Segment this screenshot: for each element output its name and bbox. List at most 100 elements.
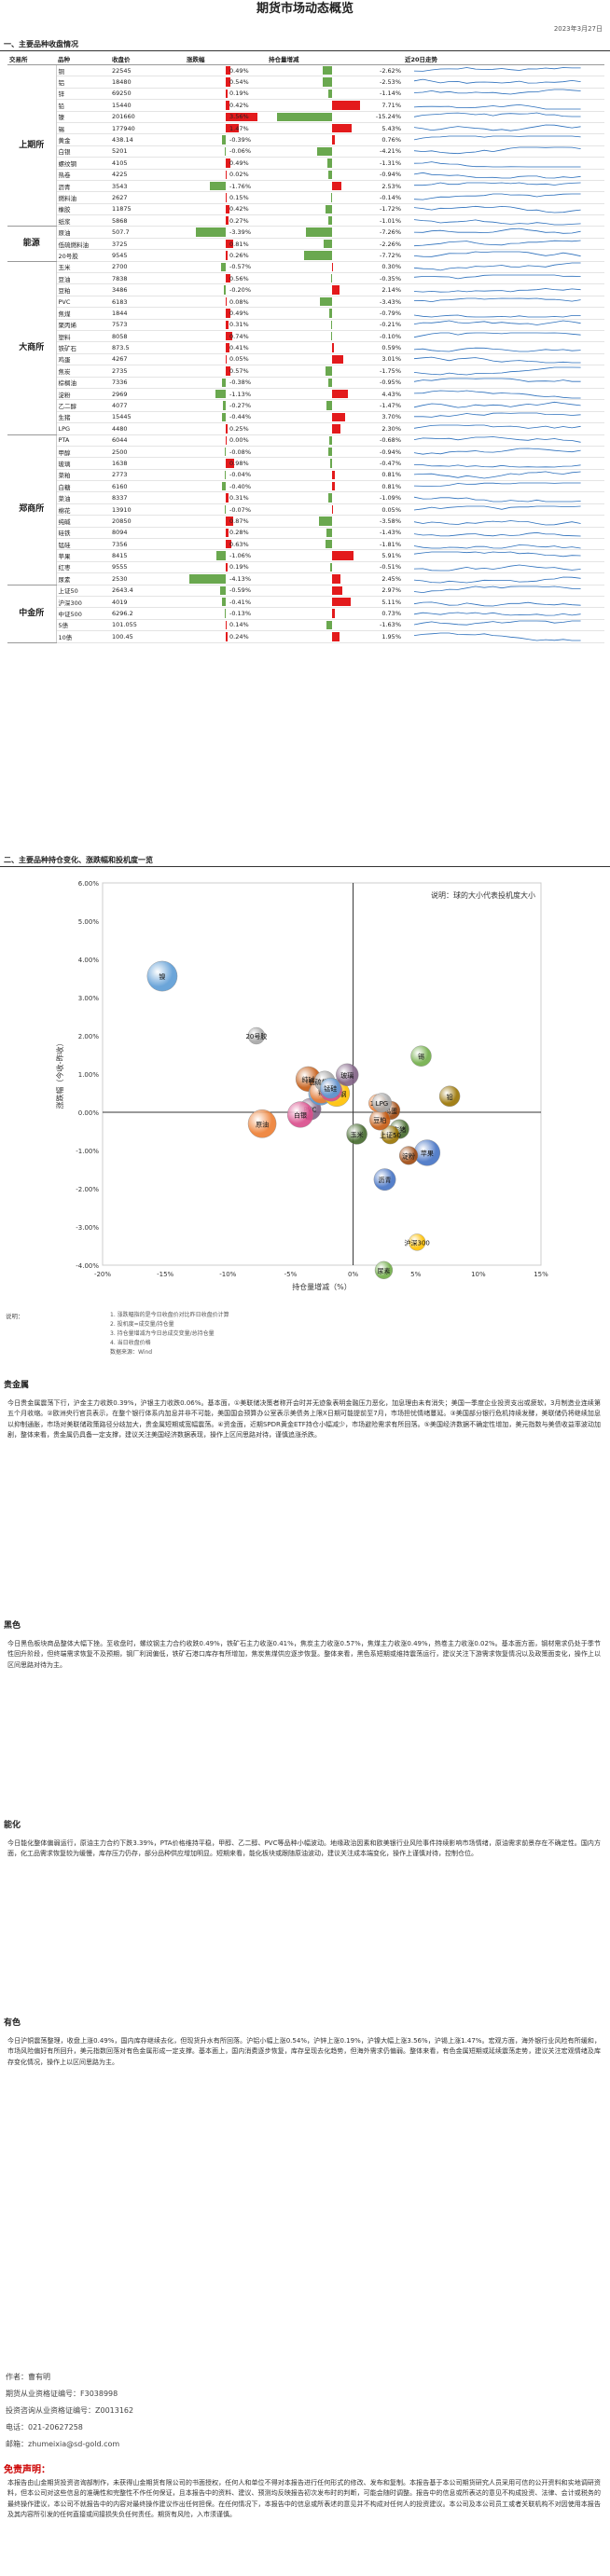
sparkline [413, 297, 581, 302]
pct-value: 0.24% [229, 632, 249, 641]
pct-value: 0.98% [229, 459, 249, 467]
oi-bar [332, 585, 343, 595]
pct-change: -1.06% [185, 549, 267, 562]
oi-change: -7.72% [367, 249, 403, 262]
pct-change: 0.19% [185, 88, 267, 101]
exchange-label: 大商所 [7, 261, 57, 435]
data-point [247, 1026, 266, 1045]
trend-cell [403, 180, 604, 193]
trend-cell [403, 133, 604, 146]
close-price: 8337 [110, 491, 185, 504]
oi-bar-cell [267, 491, 367, 504]
x-tick-label: -20% [94, 1271, 111, 1278]
table-row: 玻璃 1638 0.98% -0.47% [7, 457, 604, 470]
oi-bar [322, 66, 332, 76]
pct-change: 0.42% [185, 203, 267, 216]
pct-value: 0.74% [229, 332, 249, 340]
data-point [346, 1123, 367, 1145]
notes-label: 说明： [6, 1313, 24, 1320]
table-row: 菜油 8337 0.31% -1.09% [7, 491, 604, 504]
pct-bar [226, 540, 231, 549]
oi-change: 1.95% [367, 630, 403, 643]
disclaimer-heading: 免责声明： [4, 2465, 50, 2475]
oi-bar [325, 540, 332, 549]
table-row: 豆粕 3486 -0.20% 2.14% [7, 283, 604, 296]
data-point [374, 1260, 394, 1279]
product-name: 玉米 [56, 261, 110, 274]
pct-change: 0.24% [185, 630, 267, 643]
sparkline [413, 585, 581, 594]
table-row: 20号胶 9545 0.26% -7.72% [7, 249, 604, 262]
oi-bar-cell [267, 596, 367, 609]
trend-cell [403, 515, 604, 528]
data-point [146, 960, 178, 992]
product-name: 生猪 [56, 411, 110, 424]
pct-change: 0.81% [185, 238, 267, 251]
close-price: 8094 [110, 527, 185, 540]
data-point-label: 锰硅 [324, 1084, 337, 1093]
commentary-text: 今日能化整体偏弱运行，原油主力合约下跌3.39%，PTA价格维持平稳，甲醇、乙二… [7, 1839, 601, 1858]
data-point [410, 1045, 432, 1067]
oi-change: -0.95% [367, 377, 403, 389]
sparkline-path [413, 532, 581, 537]
sparkline-path [413, 332, 581, 337]
pct-bar [225, 447, 226, 457]
oi-bar-cell [267, 515, 367, 528]
pct-change: 0.57% [185, 365, 267, 378]
data-point-label: 铅 [447, 1093, 453, 1101]
pct-change: 1.47% [185, 122, 267, 135]
oi-bar [332, 135, 335, 145]
commentary-heading: 贵金属 [4, 1381, 30, 1390]
close-price: 1844 [110, 307, 185, 320]
sparkline [413, 576, 581, 584]
table-row: 硅铁 8094 0.28% -1.43% [7, 527, 604, 540]
sparkline-path [413, 193, 581, 200]
pct-bar [222, 482, 226, 491]
section1-title: 一、主要品种收盘情况 [4, 40, 78, 48]
oi-bar [332, 354, 343, 365]
sparkline-path [413, 357, 581, 364]
pct-value: -1.76% [229, 182, 251, 190]
pct-value: -1.06% [229, 552, 251, 560]
pct-bar [226, 528, 229, 538]
table-row: 焦煤 1844 0.49% -0.79% [7, 307, 604, 320]
pct-bar [223, 401, 226, 410]
oi-bar [332, 470, 336, 480]
oi-bar-cell [267, 527, 367, 540]
oi-bar [323, 77, 332, 87]
author-cert1: 期货从业资格证编号：F3038998 [6, 2390, 118, 2398]
pct-value: 0.14% [229, 621, 249, 629]
data-point [320, 1077, 341, 1099]
trend-cell [403, 399, 604, 412]
pct-change: 0.87% [185, 515, 267, 528]
pct-bar [226, 562, 228, 572]
trend-cell [403, 341, 604, 354]
y-tick-label: 6.00% [78, 880, 100, 888]
oi-bar-cell [267, 249, 367, 262]
sparkline [413, 66, 581, 72]
product-name: 玻璃 [56, 457, 110, 470]
trend-cell [403, 203, 604, 216]
pct-value: -0.59% [229, 586, 251, 595]
trend-cell [403, 503, 604, 517]
product-name: 燃料油 [56, 191, 110, 204]
oi-change: -0.21% [367, 319, 403, 332]
sparkline [413, 366, 581, 376]
pct-bar [220, 262, 226, 272]
sparkline [413, 424, 581, 429]
trend-cell [403, 527, 604, 540]
pct-change: 0.08% [185, 296, 267, 309]
pct-value: 0.08% [229, 297, 249, 306]
oi-bar-cell [267, 145, 367, 158]
oi-change: -0.94% [367, 169, 403, 181]
table-row: 大商所 玉米 2700 -0.57% 0.30% [7, 261, 604, 435]
close-price: 8058 [110, 330, 185, 343]
pct-bar [221, 412, 226, 422]
product-name: 菜粕 [56, 469, 110, 482]
pct-bar [226, 239, 233, 249]
pct-change: -1.13% [185, 388, 267, 401]
pct-change: 0.26% [185, 249, 267, 262]
trend-cell [403, 585, 604, 597]
author-cert2: 投资咨询从业资格证编号：Z0013162 [6, 2406, 134, 2415]
sparkline [413, 347, 581, 352]
